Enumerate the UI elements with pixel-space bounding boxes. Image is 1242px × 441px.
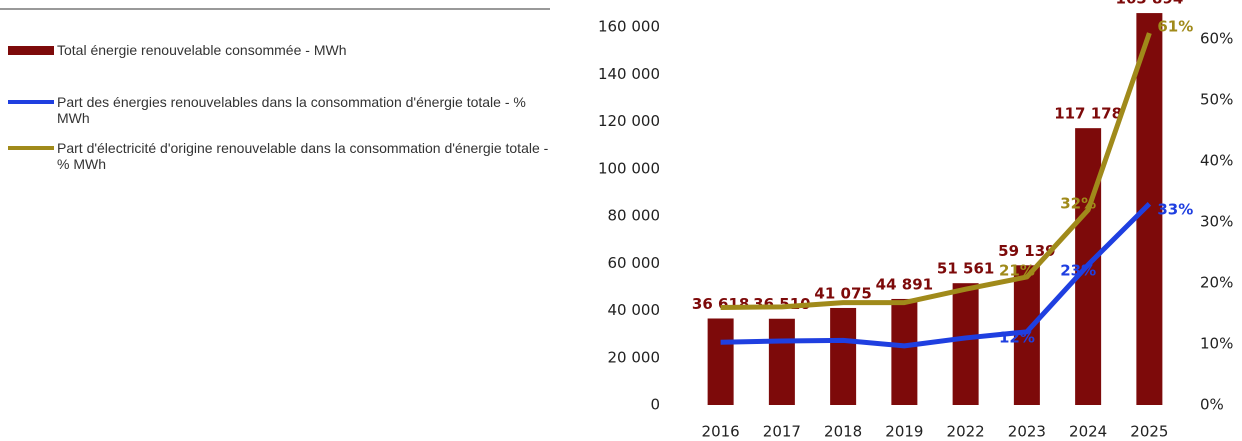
y2-tick-label: 0% xyxy=(1200,396,1224,414)
y-tick-label: 80 000 xyxy=(608,207,661,225)
bar xyxy=(952,283,979,405)
line xyxy=(720,32,1152,310)
y-tick-label: 100 000 xyxy=(598,159,660,177)
x-tick-label: 2025 xyxy=(1130,423,1168,441)
y2-tick-label: 60% xyxy=(1200,30,1233,48)
y-tick-label: 0 xyxy=(650,396,660,414)
data-label: 32% xyxy=(1060,194,1096,212)
y2-tick-label: 40% xyxy=(1200,152,1233,170)
legend-swatch xyxy=(8,146,54,150)
legend-item: Total énergie renouvelable consommée - M… xyxy=(8,42,568,58)
bar xyxy=(707,318,734,405)
legend-item: Part des énergies renouvelables dans la … xyxy=(8,94,568,126)
line xyxy=(720,202,1152,349)
y-tick-label: 140 000 xyxy=(598,65,660,83)
legend-label: Total énergie renouvelable consommée - M… xyxy=(57,42,347,58)
legend-label: Part d'électricité d'origine renouvelabl… xyxy=(57,140,549,172)
y-tick-label: 160 000 xyxy=(598,18,660,36)
bar xyxy=(830,307,857,405)
data-label: 36 618 xyxy=(692,295,749,313)
data-label: 51 561 xyxy=(937,260,994,278)
x-tick-label: 2023 xyxy=(1008,423,1046,441)
y2-tick-label: 30% xyxy=(1200,213,1233,231)
y-tick-label: 40 000 xyxy=(608,301,661,319)
x-tick-label: 2024 xyxy=(1069,423,1107,441)
bar xyxy=(891,298,918,405)
data-label: 41 075 xyxy=(814,284,871,302)
y-tick-label: 120 000 xyxy=(598,112,660,130)
y2-tick-label: 20% xyxy=(1200,274,1233,292)
data-label: 21% xyxy=(999,261,1035,279)
legend-item: Part d'électricité d'origine renouvelabl… xyxy=(8,140,568,172)
legend-label: Part des énergies renouvelables dans la … xyxy=(57,94,526,126)
data-label: 33% xyxy=(1157,200,1193,218)
data-label: 59 139 xyxy=(998,242,1055,260)
x-tick-label: 2019 xyxy=(885,423,923,441)
legend-swatch xyxy=(8,46,54,55)
x-tick-label: 2022 xyxy=(947,423,985,441)
data-label: 165 894 xyxy=(1115,0,1183,8)
y-tick-label: 20 000 xyxy=(608,348,661,366)
bar xyxy=(768,318,795,405)
x-tick-label: 2018 xyxy=(824,423,862,441)
x-tick-label: 2016 xyxy=(702,423,740,441)
legend-swatch xyxy=(8,100,54,104)
data-label: 12% xyxy=(999,328,1035,346)
data-label: 44 891 xyxy=(876,275,933,293)
y2-tick-label: 50% xyxy=(1200,91,1233,109)
data-label: 61% xyxy=(1157,18,1193,36)
y-tick-label: 60 000 xyxy=(608,254,661,272)
x-tick-label: 2017 xyxy=(763,423,801,441)
data-label: 117 178 xyxy=(1054,105,1122,123)
y2-tick-label: 10% xyxy=(1200,335,1233,353)
data-label: 23% xyxy=(1060,261,1096,279)
